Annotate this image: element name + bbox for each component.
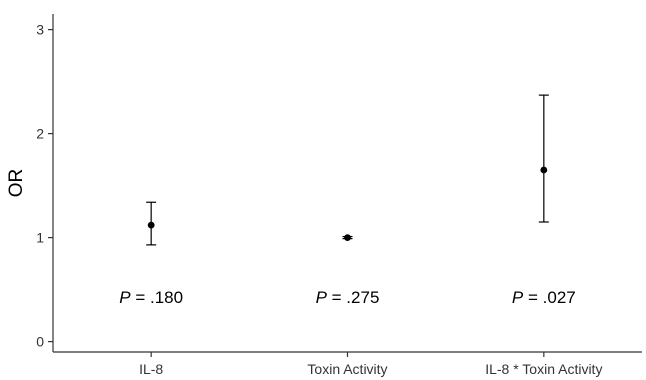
p-value-text: = .275 <box>327 288 379 307</box>
p-symbol: P <box>316 288 328 307</box>
p-symbol: P <box>512 288 524 307</box>
x-tick-label: Toxin Activity <box>307 361 387 377</box>
x-ticks: IL-8 Toxin Activity IL-8 * Toxin Activity <box>139 352 602 377</box>
x-tick-label: IL-8 <box>139 361 163 377</box>
p-value-label: P = .180 <box>119 288 183 307</box>
y-tick-label: 1 <box>36 230 44 246</box>
p-value-text: = .027 <box>523 288 575 307</box>
p-value-annotations: P = .180 P = .275 P = .027 <box>119 288 575 307</box>
p-value-label: P = .275 <box>316 288 380 307</box>
or-point <box>540 166 548 174</box>
errorbar-group <box>538 94 549 223</box>
y-tick-label: 3 <box>36 22 44 38</box>
y-tick-label: 2 <box>36 126 44 142</box>
or-point <box>344 234 351 242</box>
or-point <box>147 221 155 229</box>
p-symbol: P <box>119 288 131 307</box>
y-tick-label: 0 <box>36 334 44 350</box>
data-marks <box>146 94 549 246</box>
x-tick-label: IL-8 * Toxin Activity <box>485 361 602 377</box>
y-axis-title: OR <box>6 169 27 198</box>
y-ticks: 0 1 2 3 <box>36 22 53 350</box>
errorbar-group <box>146 201 157 246</box>
errorbar-group <box>342 234 353 242</box>
p-value-text: = .180 <box>131 288 183 307</box>
p-value-label: P = .027 <box>512 288 576 307</box>
